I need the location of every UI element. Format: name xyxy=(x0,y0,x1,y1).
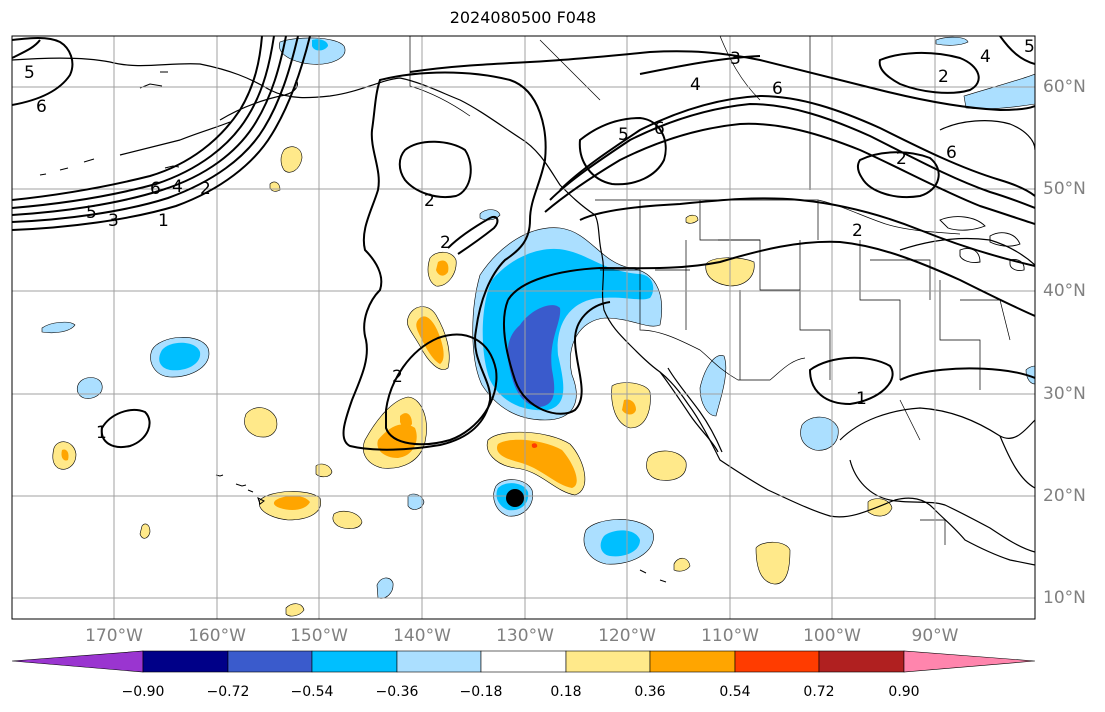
contour-label: 5 xyxy=(86,203,97,223)
colorbar-tick: 0.72 xyxy=(803,684,835,700)
colorbar-bin xyxy=(649,650,736,673)
colorbar-bin xyxy=(142,650,229,673)
storm-center-marker xyxy=(506,489,524,507)
contour-label: 2 xyxy=(938,67,949,87)
contour-label: 4 xyxy=(172,177,183,197)
colorbar-bin xyxy=(818,650,905,673)
contour-label: 6 xyxy=(150,179,161,199)
colorbar-tick: −0.36 xyxy=(375,684,419,700)
political-borders xyxy=(409,36,1011,545)
lon-label: 170°W xyxy=(85,626,143,646)
lat-label: 40°N xyxy=(1043,281,1086,301)
contour-label: 1 xyxy=(158,211,169,231)
colorbar-tick: −0.18 xyxy=(459,684,503,700)
contour-label: 6 xyxy=(654,119,665,139)
contour-label: 3 xyxy=(730,49,741,69)
lon-label: 110°W xyxy=(701,626,759,646)
lat-label: 50°N xyxy=(1043,179,1086,199)
colorbar-tick: 0.90 xyxy=(888,684,920,700)
colorbar-bin xyxy=(311,650,398,673)
contour-label: 4 xyxy=(690,75,701,95)
lon-label: 160°W xyxy=(188,626,246,646)
lon-label: 150°W xyxy=(290,626,348,646)
contour-label: 2 xyxy=(392,367,403,387)
colorbar-bin xyxy=(734,650,820,673)
lat-label: 20°N xyxy=(1043,486,1086,506)
colorbar-tick: 0.54 xyxy=(719,684,751,700)
colorbar-bin xyxy=(565,650,651,673)
contour-label: 2 xyxy=(200,179,211,199)
colorbar-tick: 0.36 xyxy=(634,684,666,700)
colorbar-tick: −0.72 xyxy=(206,684,250,700)
colorbar-extend-right xyxy=(903,650,1036,673)
contour-label: 2 xyxy=(424,191,435,211)
colorbar-bin xyxy=(480,650,567,673)
map-frame xyxy=(11,35,1036,620)
lat-label: 10°N xyxy=(1043,588,1086,608)
lon-label: 120°W xyxy=(598,626,656,646)
contour-label: 5 xyxy=(24,63,35,83)
colorbar xyxy=(11,650,1036,673)
contour-label: 3 xyxy=(108,211,119,231)
contour-label: 1 xyxy=(96,423,107,443)
colorbar-bin xyxy=(227,650,313,673)
lat-label: 30°N xyxy=(1043,384,1086,404)
contour-label: 6 xyxy=(36,97,47,117)
map-title: 2024080500 F048 xyxy=(449,8,597,27)
colorbar-tick: −0.90 xyxy=(121,684,165,700)
colorbar-tick: 0.18 xyxy=(550,684,582,700)
contour-label: 2 xyxy=(440,233,451,253)
lon-label: 140°W xyxy=(393,626,451,646)
lon-label: 100°W xyxy=(803,626,861,646)
strong-negative-core xyxy=(507,305,561,407)
contour-lines xyxy=(12,36,1035,451)
colorbar-bin xyxy=(396,650,482,673)
contour-label: 6 xyxy=(946,143,957,163)
contour-label: 2 xyxy=(896,149,907,169)
contour-label: 5 xyxy=(618,125,629,145)
contour-label: 1 xyxy=(856,389,867,409)
contour-label: 4 xyxy=(980,47,991,67)
contour-labels: 5 6 6 4 2 5 3 1 2 2 2 1 3 4 6 5 6 2 5 4 … xyxy=(24,37,1035,443)
colorbar-extend-left xyxy=(11,650,144,673)
contour-label: 6 xyxy=(772,79,783,99)
lon-label: 90°W xyxy=(911,626,959,646)
contour-label: 5 xyxy=(1024,37,1035,57)
contour-label: 2 xyxy=(852,221,863,241)
lon-label: 130°W xyxy=(496,626,554,646)
lat-label: 60°N xyxy=(1043,77,1086,97)
colorbar-tick: −0.54 xyxy=(290,684,334,700)
